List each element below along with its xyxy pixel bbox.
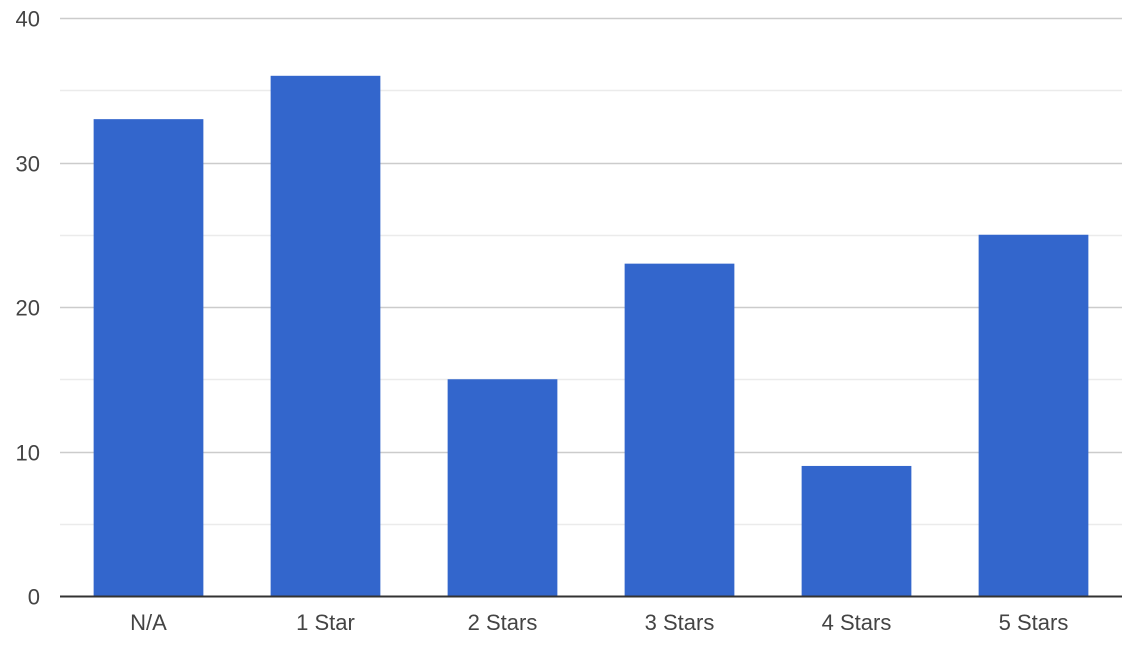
x-tick-label: 5 Stars [999, 610, 1069, 635]
x-tick-label: 4 Stars [822, 610, 892, 635]
x-tick-label: 2 Stars [468, 610, 538, 635]
x-axis-labels: N/A 1 Star 2 Stars 3 Stars 4 Stars 5 Stars [130, 610, 1068, 635]
bar [801, 465, 912, 596]
bar [93, 119, 204, 597]
gridlines [60, 17, 1122, 526]
y-tick-label: 0 [28, 585, 40, 610]
bars [93, 75, 1089, 597]
y-tick-label: 40 [16, 7, 40, 32]
bar [978, 234, 1089, 596]
bar [270, 75, 381, 597]
y-tick-label: 30 [16, 152, 40, 177]
y-axis-ticks: 0 10 20 30 40 [16, 7, 40, 610]
x-tick-label: 3 Stars [645, 610, 715, 635]
x-tick-label: 1 Star [296, 610, 355, 635]
y-tick-label: 20 [16, 296, 40, 321]
x-tick-label: N/A [130, 610, 167, 635]
bar [447, 379, 558, 596]
y-tick-label: 10 [16, 441, 40, 466]
bar [624, 263, 735, 596]
